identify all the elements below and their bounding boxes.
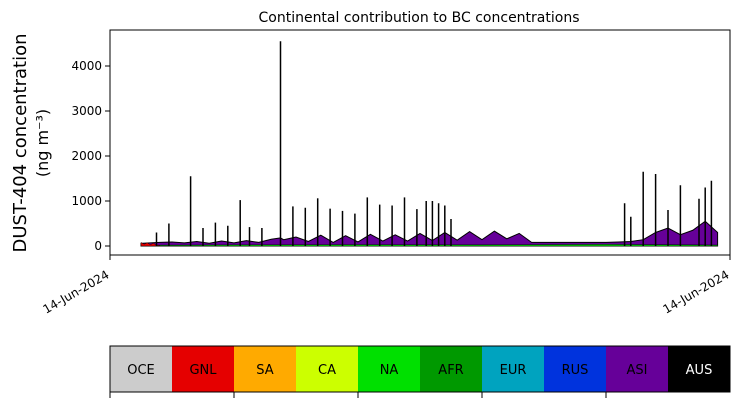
legend-swatch-rus bbox=[544, 346, 606, 392]
region-legend: OCE GNL SA CA NA AFR EUR RUS ASI AUS bbox=[109, 345, 731, 398]
legend-swatch-na bbox=[358, 346, 420, 392]
plot-area bbox=[140, 41, 719, 247]
legend-label-na: NA bbox=[380, 363, 399, 378]
y-tick-label: 3000 bbox=[71, 104, 102, 118]
y-axis-label-line2: (ng m⁻³) bbox=[33, 109, 52, 177]
legend-label-afr: AFR bbox=[438, 363, 463, 378]
legend-swatch-gnl bbox=[172, 346, 234, 392]
area-series-gnl bbox=[140, 242, 160, 247]
legend-label-ca: CA bbox=[318, 363, 336, 378]
legend-label-rus: RUS bbox=[562, 363, 589, 378]
legend-frame bbox=[109, 345, 731, 393]
chart-title: Continental contribution to BC concentra… bbox=[258, 10, 579, 26]
y-axis: 0 1000 2000 3000 4000 bbox=[71, 59, 110, 253]
area-series-na bbox=[140, 244, 718, 247]
y-axis-label-line1: DUST-404 concentration bbox=[10, 33, 31, 252]
plot-frame bbox=[109, 29, 731, 256]
legend-swatch-asi bbox=[606, 346, 668, 392]
legend-label-asi: ASI bbox=[627, 363, 648, 378]
y-tick-label: 0 bbox=[94, 239, 102, 253]
y-tick-label: 1000 bbox=[71, 194, 102, 208]
legend-swatch-oce bbox=[110, 346, 172, 392]
legend-swatch-aus bbox=[668, 346, 730, 392]
legend-label-oce: OCE bbox=[127, 363, 155, 378]
legend-label-aus: AUS bbox=[686, 363, 713, 378]
x-tick-label: 14-Jun-2024 bbox=[661, 267, 732, 316]
legend-swatch-eur bbox=[482, 346, 544, 392]
legend-label-gnl: GNL bbox=[189, 363, 217, 378]
x-axis: 14-Jun-2024 14-Jun-2024 bbox=[41, 255, 732, 317]
legend-swatch-sa bbox=[234, 346, 296, 392]
legend-swatch-afr bbox=[420, 346, 482, 392]
y-axis-label: DUST-404 concentration (ng m⁻³) bbox=[10, 33, 52, 252]
legend-label-sa: SA bbox=[256, 363, 273, 378]
y-tick-label: 2000 bbox=[71, 149, 102, 163]
legend-swatch-ca bbox=[296, 346, 358, 392]
legend-label-eur: EUR bbox=[500, 363, 527, 378]
y-tick-label: 4000 bbox=[71, 59, 102, 73]
x-tick-label: 14-Jun-2024 bbox=[41, 267, 112, 316]
